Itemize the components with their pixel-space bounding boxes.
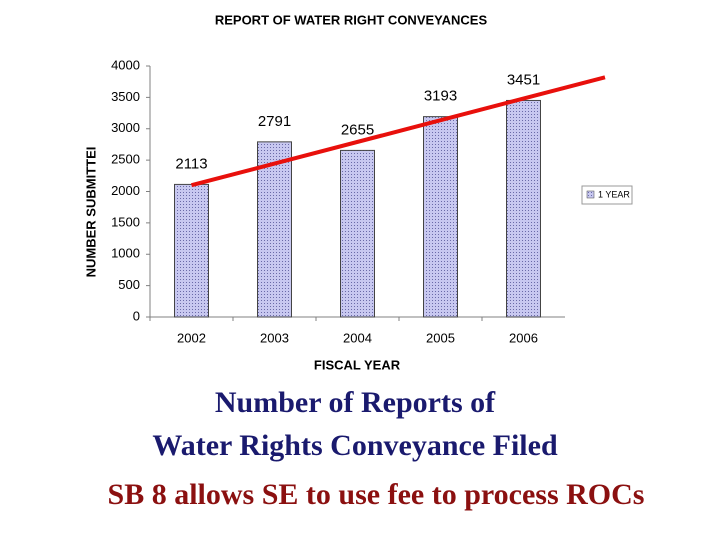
- caption: Water Rights Conveyance Filed: [152, 429, 558, 462]
- x-axis-label: FISCAL YEAR: [314, 357, 401, 372]
- y-tick-label: 3000: [111, 120, 140, 135]
- legend-swatch: [586, 190, 595, 199]
- value-label: 2791: [258, 113, 291, 130]
- value-label: 2113: [175, 155, 207, 172]
- x-tick-label: 2003: [260, 330, 289, 345]
- y-tick-label: 500: [118, 277, 140, 292]
- bar: [506, 99, 541, 318]
- caption: SB 8 allows SE to use fee to process ROC…: [108, 478, 645, 511]
- caption: Number of Reports of: [215, 386, 496, 419]
- x-tick-label: 2002: [177, 330, 206, 345]
- value-label: 2655: [341, 121, 374, 138]
- value-label: 3451: [507, 71, 540, 88]
- value-label: 3193: [424, 88, 457, 105]
- chart-title: REPORT OF WATER RIGHT CONVEYANCES: [215, 12, 488, 27]
- y-tick-label: 4000: [111, 57, 140, 72]
- bar: [174, 183, 209, 318]
- y-tick-label: 3500: [111, 89, 140, 104]
- y-tick-label: 2000: [111, 183, 140, 198]
- bar: [423, 116, 458, 318]
- y-tick-label: 1000: [111, 246, 140, 261]
- legend-label: 1 YEAR: [598, 189, 630, 199]
- x-tick-label: 2005: [426, 330, 455, 345]
- x-tick-label: 2006: [509, 330, 538, 345]
- trend-line: [190, 75, 606, 188]
- bar: [340, 149, 375, 318]
- y-tick-label: 2500: [111, 152, 140, 167]
- y-axis-label: NUMBER SUBMITTEI: [83, 147, 98, 278]
- y-tick-label: 0: [133, 308, 140, 323]
- bar: [257, 141, 292, 318]
- x-tick-label: 2004: [343, 330, 372, 345]
- legend-box: [581, 185, 633, 205]
- y-tick-label: 1500: [111, 214, 140, 229]
